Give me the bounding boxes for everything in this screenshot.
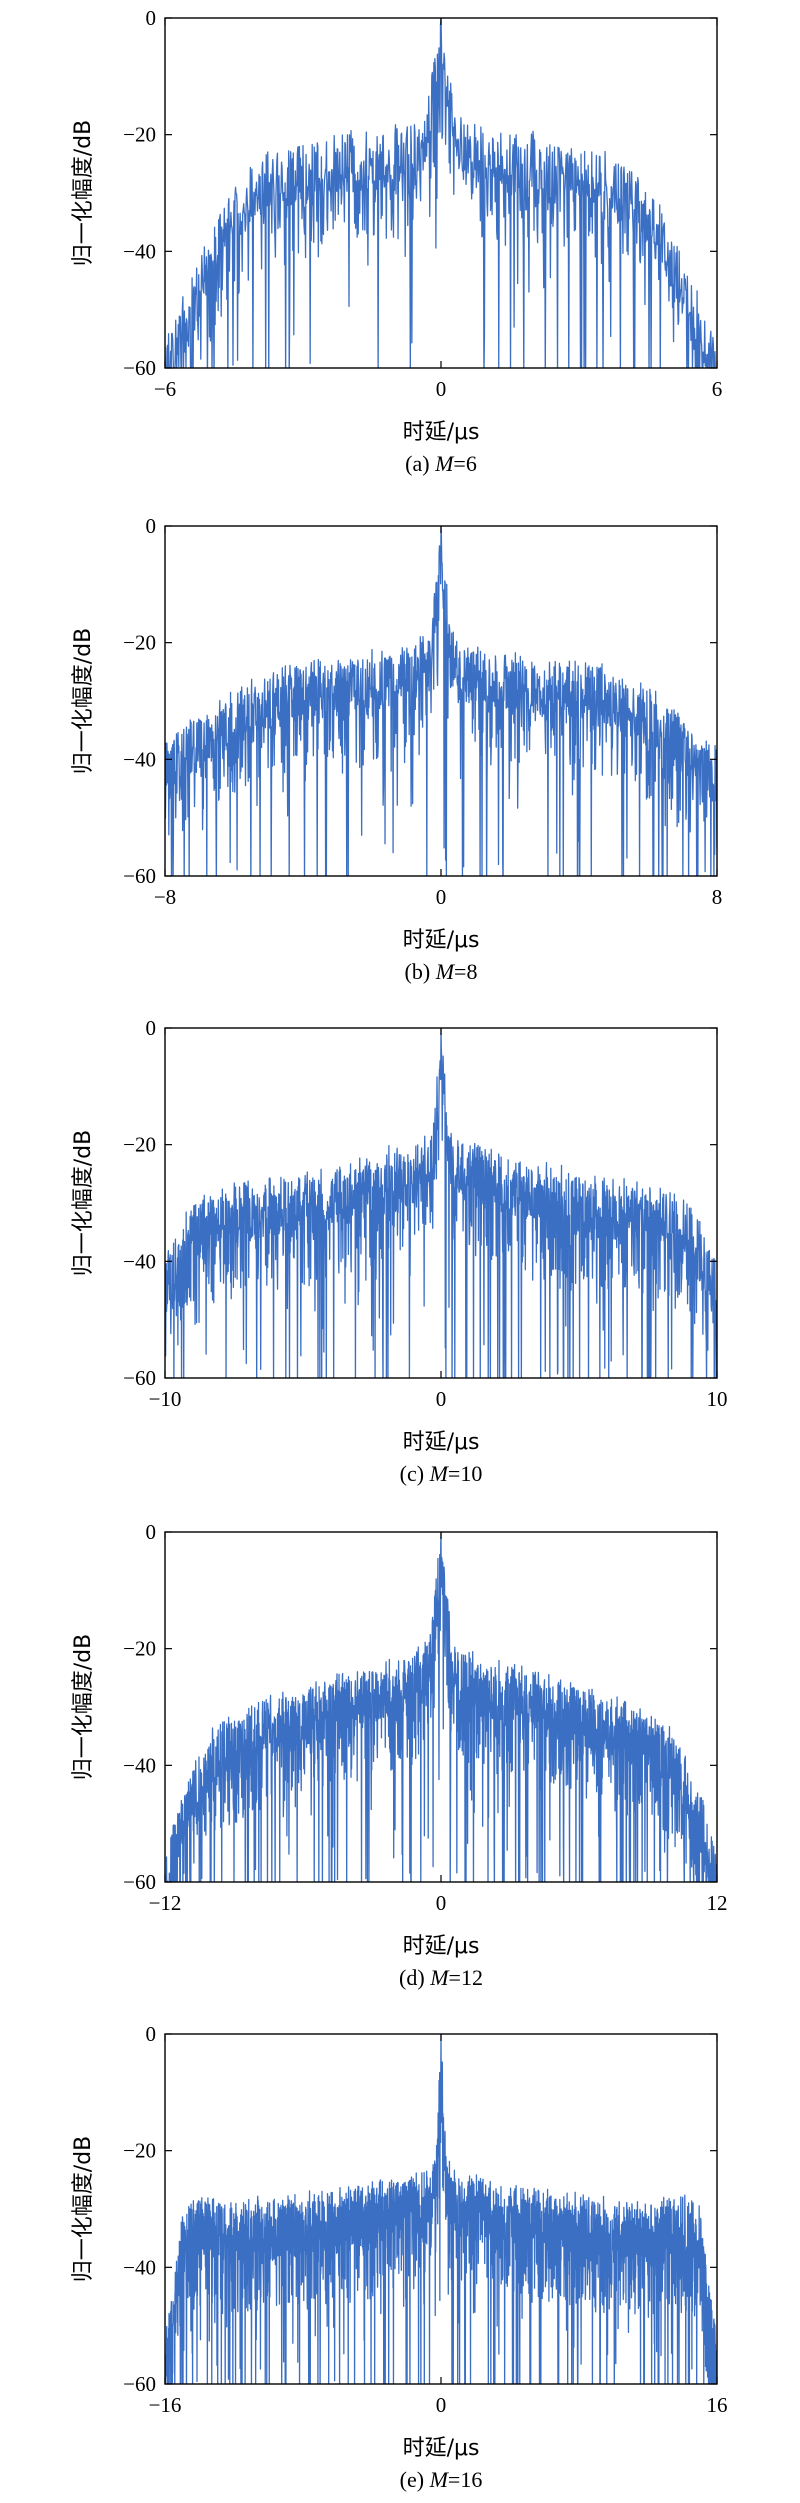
y-tick-label: −40 — [123, 2255, 156, 2279]
chart-panel-2: 0 −20 −40 −60−8 0 8 时延/μs 归一化幅度/dB (b) M=8 — [71, 514, 722, 984]
x-tick-label: 10 — [707, 1387, 728, 1411]
y-tick-label: −60 — [123, 2372, 156, 2396]
chart-panel-5: 0 −20 −40 −60−16 0 16 时延/μs 归一化幅度/dB (e) M=16 — [71, 2022, 728, 2492]
x-axis-label: 时延/μs — [403, 420, 480, 445]
y-tick-label: 0 — [146, 1520, 157, 1544]
x-tick-label: 6 — [712, 377, 723, 401]
y-tick-label: −40 — [123, 1249, 156, 1273]
panel-caption: (b) M=8 — [405, 959, 478, 984]
x-tick-label: 8 — [712, 885, 723, 909]
x-tick-label: 0 — [436, 1891, 447, 1915]
panel-caption: (d) M=12 — [399, 1965, 483, 1990]
x-tick-label: 0 — [436, 2393, 447, 2417]
series-line — [165, 18, 716, 368]
series-line — [165, 1532, 717, 1882]
panel-caption: (c) M=10 — [400, 1461, 483, 1486]
y-tick-label: −60 — [123, 864, 156, 888]
x-axis-label: 时延/μs — [403, 1430, 480, 1455]
series-line — [165, 2034, 717, 2384]
panel-caption: (e) M=16 — [400, 2467, 483, 2492]
y-tick-label: −60 — [123, 1870, 156, 1894]
series-line — [165, 1028, 717, 1378]
y-tick-label: −20 — [123, 123, 156, 147]
y-axis-label: 归一化幅度/dB — [71, 628, 96, 774]
x-tick-label: 12 — [707, 1891, 728, 1915]
y-axis-label: 归一化幅度/dB — [71, 2136, 96, 2282]
y-tick-label: −20 — [123, 1637, 156, 1661]
panel-caption: (a) M=6 — [405, 451, 477, 476]
x-axis-label: 时延/μs — [403, 1934, 480, 1959]
y-tick-label: −20 — [123, 631, 156, 655]
y-tick-label: −20 — [123, 1133, 156, 1157]
x-tick-label: 16 — [707, 2393, 728, 2417]
x-axis-label: 时延/μs — [403, 2436, 480, 2461]
y-axis-label: 归一化幅度/dB — [71, 1130, 96, 1276]
x-tick-label: −10 — [149, 1387, 182, 1411]
y-tick-label: 0 — [146, 1016, 157, 1040]
y-tick-label: −40 — [123, 1753, 156, 1777]
y-tick-label: −60 — [123, 1366, 156, 1390]
y-tick-label: −20 — [123, 2139, 156, 2163]
x-tick-label: 0 — [436, 885, 447, 909]
x-tick-label: −6 — [154, 377, 176, 401]
y-axis-label: 归一化幅度/dB — [71, 1634, 96, 1780]
x-tick-label: 0 — [436, 1387, 447, 1411]
y-axis-label: 归一化幅度/dB — [71, 120, 96, 266]
y-tick-label: 0 — [146, 2022, 157, 2046]
y-tick-label: −40 — [123, 747, 156, 771]
y-tick-label: 0 — [146, 514, 157, 538]
y-tick-label: −60 — [123, 356, 156, 380]
x-tick-label: −8 — [154, 885, 176, 909]
chart-panel-3: 0 −20 −40 −60−10 0 10 时延/μs 归一化幅度/dB (c) M=10 — [71, 1016, 728, 1486]
x-tick-label: −16 — [149, 2393, 182, 2417]
y-tick-label: 0 — [146, 6, 157, 30]
chart-panel-4: 0 −20 −40 −60−12 0 12 时延/μs 归一化幅度/dB (d) M=12 — [71, 1520, 728, 1990]
x-tick-label: 0 — [436, 377, 447, 401]
y-tick-label: −40 — [123, 239, 156, 263]
series-line — [165, 526, 717, 876]
x-axis-label: 时延/μs — [403, 928, 480, 953]
x-tick-label: −12 — [149, 1891, 182, 1915]
